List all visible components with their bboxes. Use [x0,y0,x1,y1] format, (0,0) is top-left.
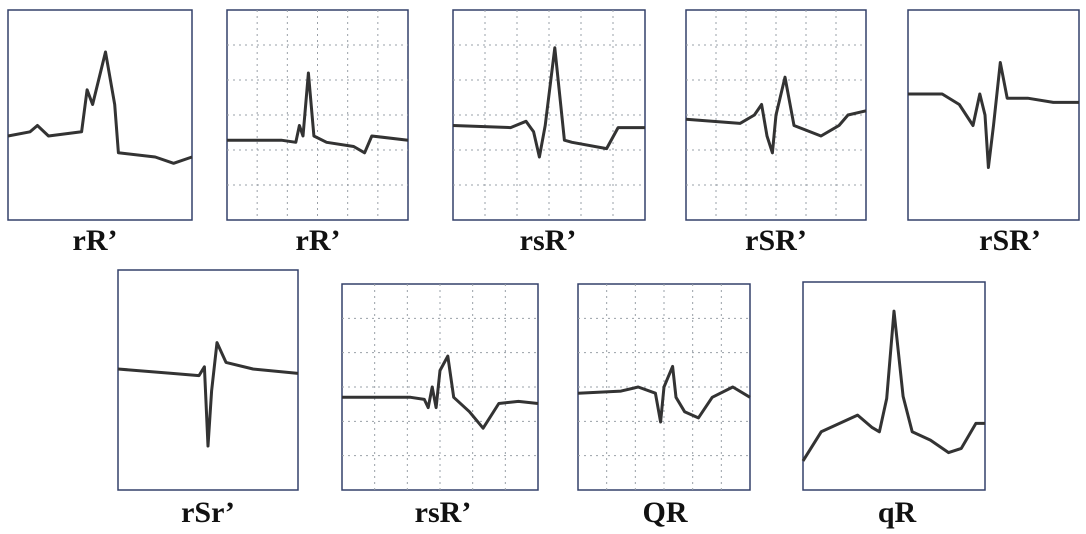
panel-label: rR’ [296,224,341,257]
ecg-panel: QR [578,284,750,529]
ecg-panel: rSr’ [118,270,298,529]
ecg-panel: rR’ [8,10,192,257]
panel-label: rsR’ [520,224,577,257]
ecg-panel: qR [803,282,985,529]
ecg-panel: rSR’ [908,10,1079,257]
panel-label: QR [643,496,688,529]
panel-label: rsR’ [415,496,472,529]
panel-label: rR’ [73,224,118,257]
panel-label: rSr’ [181,496,235,529]
ecg-figure: rR’ rR’ rsR’ rSR’ rSR’ rSr’ rsR’ QR qR [0,0,1086,534]
panel-frame [8,10,192,220]
panel-label: rSR’ [745,224,807,257]
ecg-panel: rR’ [227,10,408,257]
panel-frame [118,270,298,490]
ecg-panel: rSR’ [686,10,866,257]
ecg-panel: rsR’ [453,10,645,257]
panel-label: rSR’ [979,224,1041,257]
ecg-panel: rsR’ [342,284,538,529]
panel-label: qR [878,496,917,529]
